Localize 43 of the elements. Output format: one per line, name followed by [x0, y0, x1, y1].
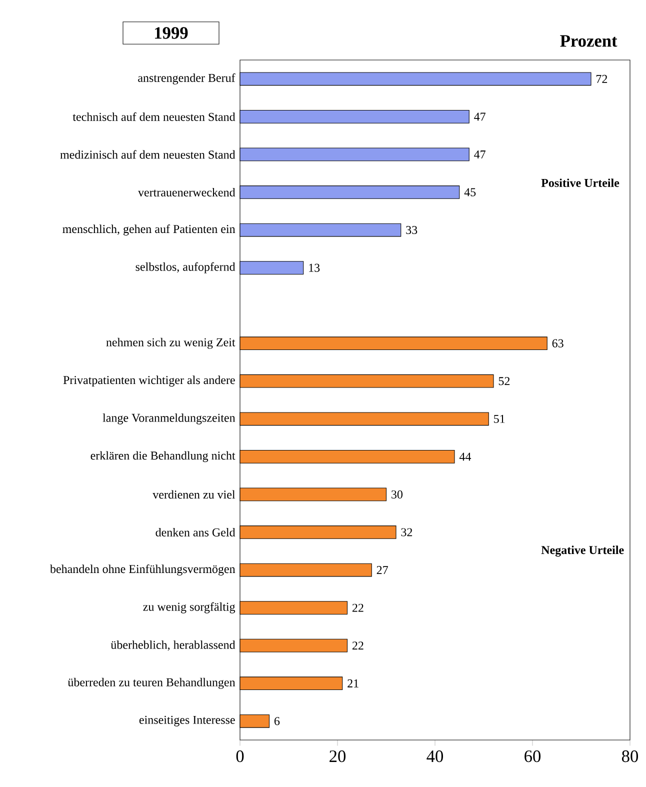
y-tick-label: vertrauenerweckend	[138, 188, 236, 196]
data-label: 30	[392, 490, 402, 499]
chart-title: 1999	[155, 27, 188, 39]
x-tick-label: 80	[622, 750, 638, 762]
data-label: 27	[376, 566, 388, 574]
x-tick-label: 60	[524, 750, 541, 762]
x-axis-title: Prozent	[560, 35, 618, 47]
y-tick-label: Privatpatienten wichtiger als andere	[63, 376, 235, 387]
data-label: 47	[474, 150, 486, 158]
data-label: 45	[464, 188, 476, 196]
y-tick-label: einseitiges Interesse	[139, 716, 235, 726]
y-tick-label: nehmen sich zu wenig Zeit	[106, 338, 236, 349]
x-tick-label: 40	[426, 750, 444, 762]
data-label: 13	[309, 264, 320, 272]
annotation: Positive Urteile	[541, 178, 620, 188]
y-tick-label: erklären die Behandlung nicht	[90, 451, 236, 462]
y-tick-label: zu wenig sorgfältig	[143, 602, 236, 614]
data-label: 52	[498, 377, 510, 386]
y-tick-label: menschlich, gehen auf Patienten ein	[62, 224, 236, 236]
y-tick-label: medizinisch auf dem neuesten Stand	[60, 150, 236, 159]
data-label: 21	[348, 679, 358, 688]
data-label: 22	[352, 642, 364, 650]
data-label: 33	[406, 226, 418, 234]
data-label: 32	[401, 528, 412, 536]
x-tick-label: 0	[236, 750, 244, 762]
data-label: 72	[596, 74, 608, 83]
y-tick-label: lange Voranmeldungszeiten	[102, 413, 236, 424]
data-label: 22	[352, 604, 364, 612]
x-tick-label: 20	[330, 750, 346, 762]
data-label: 6	[274, 717, 280, 726]
y-tick-label: technisch auf dem neuesten Stand	[72, 112, 236, 121]
y-tick-label: überreden zu teuren Behandlungen	[68, 678, 236, 689]
y-tick-label: behandeln ohne Einfühlungsvermögen	[50, 564, 236, 576]
y-tick-label: verdienen zu viel	[152, 490, 236, 499]
data-label: 44	[459, 452, 472, 461]
data-label: 63	[552, 339, 564, 348]
data-label: 51	[494, 414, 505, 423]
annotation: Negative Urteile	[541, 546, 624, 557]
y-tick-label: überheblich, herablassend	[110, 640, 236, 651]
y-tick-label: selbstlos, aufopfernd	[136, 262, 236, 274]
y-tick-label: denken ans Geld	[156, 528, 236, 536]
data-label: 47	[474, 112, 486, 121]
y-tick-label: anstrengender Beruf	[138, 73, 236, 84]
